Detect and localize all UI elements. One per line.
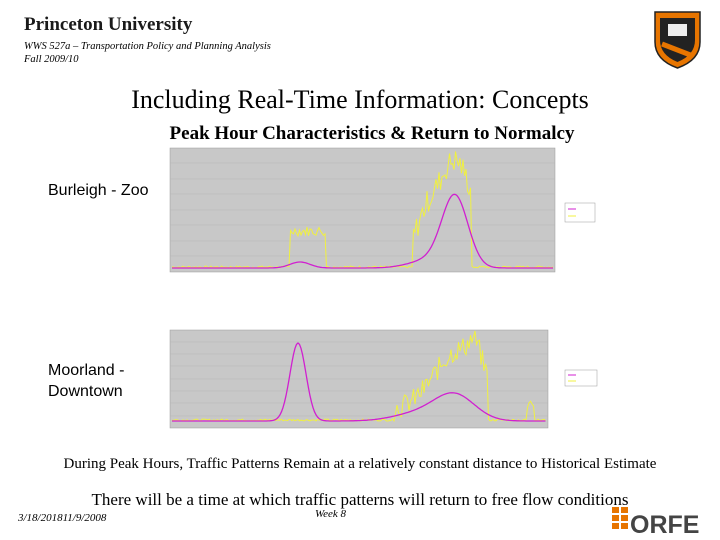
- shield: [654, 11, 701, 69]
- slide-title: Including Real-Time Information: Concept…: [131, 85, 589, 114]
- chart-label: Moorland -: [48, 362, 124, 379]
- chart-label: Burleigh - Zoo: [48, 182, 149, 199]
- chart-image: [169, 147, 596, 273]
- slide-subtitle: Peak Hour Characteristics & Return to No…: [170, 123, 575, 144]
- chart-image: [169, 329, 598, 429]
- footer-date: 3/18/201811/9/2008: [17, 512, 107, 524]
- note: During Peak Hours, Traffic Patterns Rema…: [64, 456, 657, 472]
- note: There will be a time at which traffic pa…: [92, 490, 629, 509]
- logo-text: ORFE: [630, 511, 699, 539]
- orfe-logo: ORFE: [612, 507, 699, 539]
- term: Fall 2009/10: [23, 54, 79, 65]
- footer-week: Week 8: [315, 508, 347, 520]
- chart-label: Downtown: [48, 383, 123, 400]
- course: WWS 527a – Transportation Policy and Pla…: [24, 41, 271, 52]
- university: Princeton University: [24, 14, 193, 35]
